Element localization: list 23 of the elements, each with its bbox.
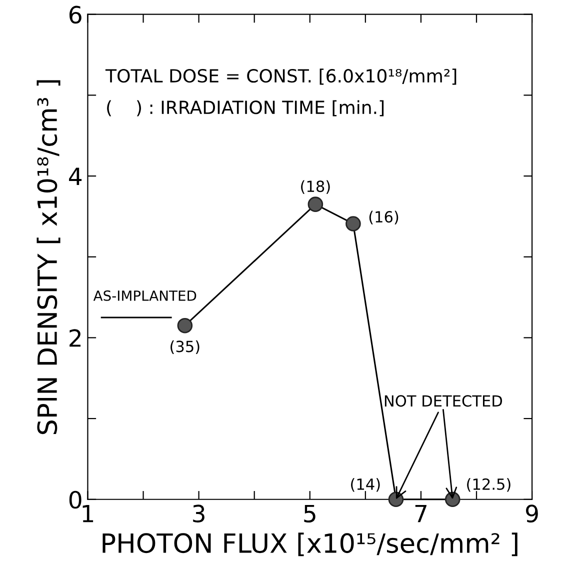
point bbox=[308, 196, 324, 212]
y-tick-label: 0 bbox=[69, 490, 82, 509]
x-tick-label: 9 bbox=[526, 504, 538, 523]
x-tick-label: 7 bbox=[415, 504, 426, 522]
x-axis-title: PHOTON FLUX [x10¹⁵/sec/mm² ] bbox=[102, 532, 518, 556]
x-tick-label: 1 bbox=[82, 504, 94, 522]
annotation: TOTAL DOSE = CONST. [6.0x10¹⁸/mm²] bbox=[105, 68, 456, 85]
annotation: (16) bbox=[369, 210, 398, 224]
y-axis-title: SPIN DENSITY [ x10¹⁸/cm³ ] bbox=[36, 80, 60, 434]
annotation: (12.5) bbox=[467, 478, 510, 492]
x-tick-label: 5 bbox=[304, 504, 316, 523]
point bbox=[346, 216, 361, 232]
series-label: AS-IMPLANTED bbox=[93, 290, 196, 301]
y-tick-label: 4 bbox=[69, 168, 82, 185]
point bbox=[177, 318, 193, 334]
annotation: (14) bbox=[351, 478, 380, 492]
annotation: (35) bbox=[170, 340, 200, 354]
annotation: ( ) : IRRADIATION TIME [min.] bbox=[107, 100, 384, 116]
y-tick-label: 6 bbox=[69, 6, 82, 24]
annotation: NOT DETECTED bbox=[384, 395, 502, 407]
y-tick-label: 2 bbox=[70, 329, 81, 347]
annotation: (18) bbox=[301, 180, 330, 194]
x-tick-label: 3 bbox=[193, 504, 204, 523]
